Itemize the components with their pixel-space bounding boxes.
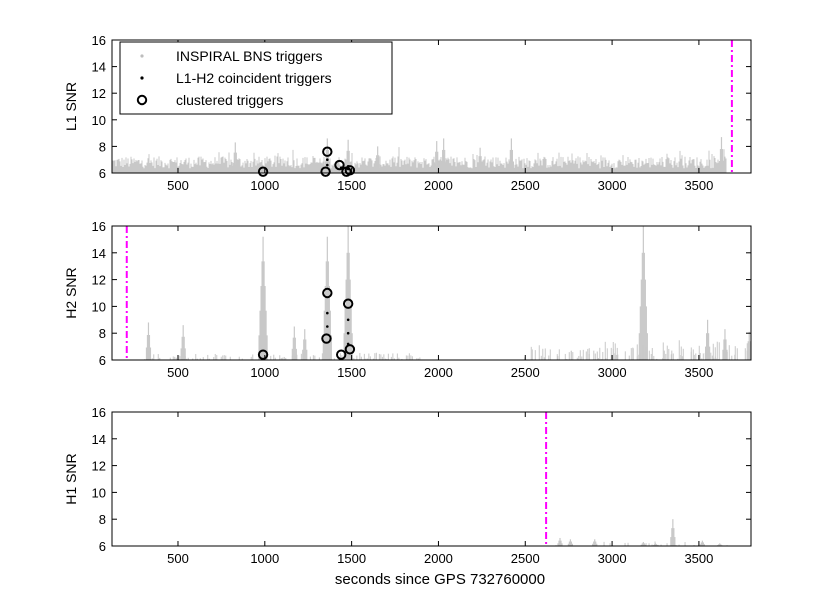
clustered-trigger [322,287,333,299]
coincident-trigger [346,331,350,335]
y-tick-label: 8 [99,512,106,527]
axes-frame [111,411,752,547]
axes-frame [111,39,752,174]
plot-area [555,519,728,546]
x-tick-label: 3500 [684,365,713,380]
legend-marker-icon [140,54,144,58]
x-tick-label: 3000 [598,365,627,380]
y-tick-label: 6 [99,353,106,368]
coincident-trigger [346,318,350,322]
y-tick-label: 8 [99,139,106,154]
clustered-trigger [342,298,354,309]
x-axis-label: seconds since GPS 732760000 [335,571,545,588]
x-tick-label: 1500 [337,551,366,566]
x-tick-label: 3000 [598,551,627,566]
panel-h2: 500 1000 1500 2000 2500 3000 3500 6 8 10 12 14 16 H2 … [63,219,752,380]
y-tick-label: 12 [92,273,106,288]
y-tick-label: 14 [92,432,106,447]
legend-label: L1-H2 coincident triggers [176,70,332,86]
clustered-trigger [344,165,356,176]
coincident-trigger [326,158,329,161]
y-tick-label: 10 [92,485,106,500]
y-axis-label: H1 SNR [63,453,79,504]
plot-area [112,137,727,173]
plot-area [144,226,751,360]
clustered-trigger [321,333,332,344]
clustered-trigger [336,349,347,360]
legend-label: INSPIRAL BNS triggers [176,48,323,64]
legend: INSPIRAL BNS triggers L1-H2 coincident tr… [119,41,393,115]
coincident-trigger [326,311,329,315]
legend-marker-icon [136,94,148,106]
legend-box [119,41,393,115]
legend-marker-icon [140,76,144,80]
x-tick-label: 2500 [511,365,540,380]
panel-h1: 500 1000 1500 2000 2500 3000 3500 6 8 10 12 14 16 H1 … [63,405,752,566]
x-tick-label: 2000 [424,551,453,566]
background-triggers [112,137,727,173]
clustered-trigger [344,344,356,355]
x-tick-label: 1500 [337,178,366,193]
x-tick-label: 3000 [598,178,627,193]
coincident-trigger [326,163,329,167]
clustered-trigger [322,146,333,157]
y-tick-label: 10 [92,299,106,314]
coincident-trigger [326,325,329,328]
clustered-trigger [257,166,269,177]
x-tick-label: 1500 [337,365,366,380]
background-triggers [555,519,728,546]
y-tick-label: 12 [92,459,106,474]
x-tick-label: 2500 [511,178,540,193]
x-tick-label: 1000 [250,551,279,566]
y-tick-label: 12 [92,86,106,101]
y-tick-label: 16 [92,33,106,48]
y-tick-label: 6 [99,166,106,181]
y-tick-label: 8 [99,326,106,341]
legend-label: clustered triggers [176,92,283,108]
y-axis-label: L1 SNR [63,82,79,131]
axes-frame [111,225,752,361]
x-tick-label: 500 [167,178,189,193]
y-tick-label: 14 [92,246,106,261]
x-tick-label: 3500 [684,178,713,193]
x-tick-label: 500 [167,551,189,566]
y-axis-label: H2 SNR [63,267,79,318]
y-tick-label: 10 [92,113,106,128]
x-tick-label: 2500 [511,551,540,566]
panel-l1: 500 1000 1500 2000 2500 3000 3500 6 8 10 12 14 16 L1 … [63,33,752,193]
background-triggers [144,226,751,360]
x-tick-label: 500 [167,365,189,380]
y-tick-label: 14 [92,60,106,75]
x-tick-label: 1000 [250,365,279,380]
clustered-trigger [320,166,331,177]
x-tick-label: 2000 [424,178,453,193]
y-tick-label: 6 [99,539,106,554]
y-tick-label: 16 [92,405,106,420]
clustered-trigger [257,349,269,360]
x-tick-label: 1000 [250,178,279,193]
y-tick-label: 16 [92,219,106,234]
clustered-trigger [334,159,345,171]
x-tick-label: 2000 [424,365,453,380]
x-tick-label: 3500 [684,551,713,566]
